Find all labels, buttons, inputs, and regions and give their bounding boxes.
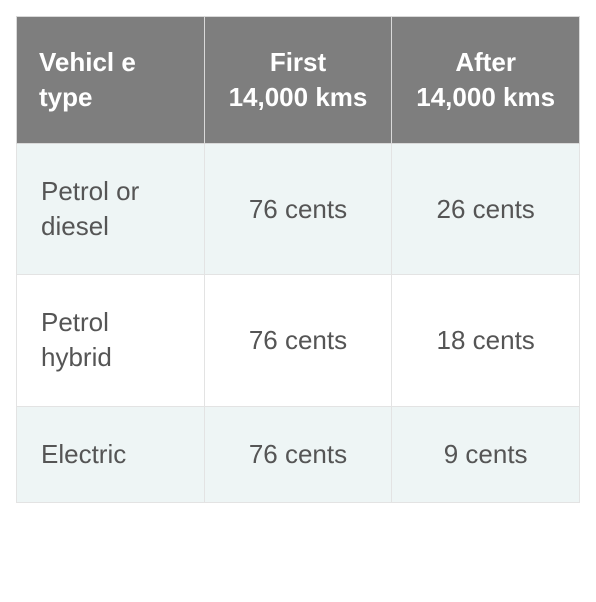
- cell-first-rate: 76 cents: [204, 144, 392, 275]
- rates-table: Vehicl e type First 14,000 kms After 14,…: [16, 16, 580, 503]
- col-header-after-14000: After 14,000 kms: [392, 17, 580, 144]
- cell-vehicle-type: Petrol hybrid: [17, 275, 205, 406]
- col-header-vehicle-type: Vehicl e type: [17, 17, 205, 144]
- cell-vehicle-type: Petrol or diesel: [17, 144, 205, 275]
- cell-after-rate: 9 cents: [392, 406, 580, 502]
- table-row: Petrol or diesel 76 cents 26 cents: [17, 144, 580, 275]
- table-header-row: Vehicl e type First 14,000 kms After 14,…: [17, 17, 580, 144]
- cell-vehicle-type: Electric: [17, 406, 205, 502]
- table-row: Electric 76 cents 9 cents: [17, 406, 580, 502]
- cell-first-rate: 76 cents: [204, 406, 392, 502]
- cell-after-rate: 26 cents: [392, 144, 580, 275]
- table-row: Petrol hybrid 76 cents 18 cents: [17, 275, 580, 406]
- col-header-first-14000: First 14,000 kms: [204, 17, 392, 144]
- cell-first-rate: 76 cents: [204, 275, 392, 406]
- cell-after-rate: 18 cents: [392, 275, 580, 406]
